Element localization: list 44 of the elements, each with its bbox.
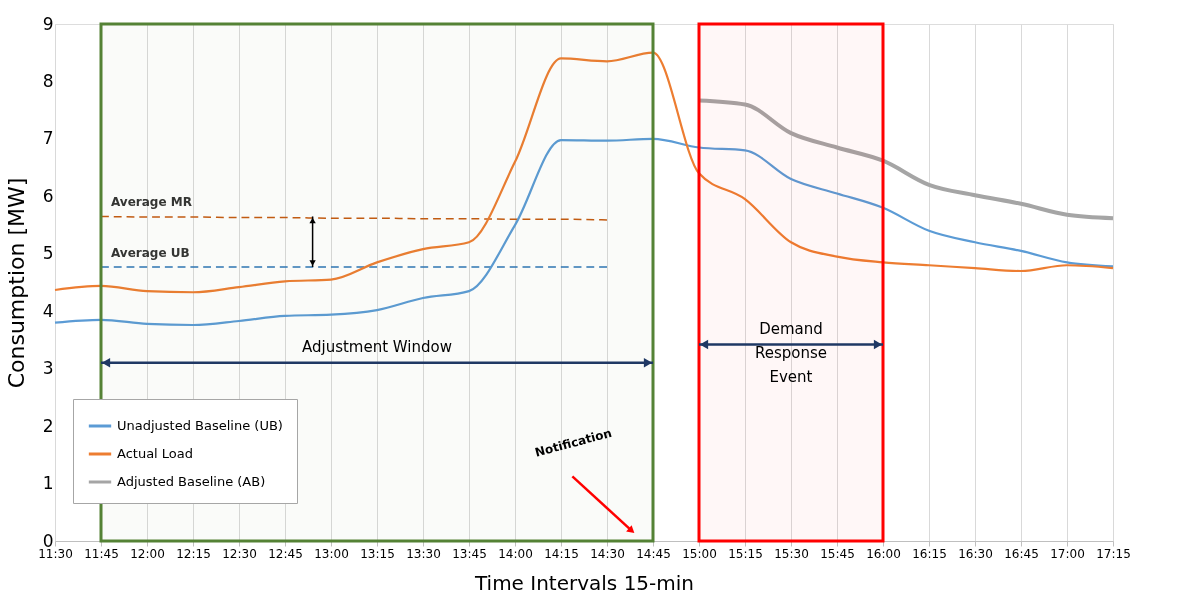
x-tick-label: 16:15 xyxy=(912,546,947,561)
x-tick-label: 16:30 xyxy=(958,546,993,561)
x-tick-label: 12:00 xyxy=(130,546,165,561)
series-label: Average MR xyxy=(111,195,192,210)
x-tick-label: 13:45 xyxy=(452,546,487,561)
x-tick-label: 12:45 xyxy=(268,546,303,561)
legend-label: Unadjusted Baseline (UB) xyxy=(117,418,283,433)
y-tick-label: 7 xyxy=(42,128,54,149)
y-tick-label: 5 xyxy=(42,243,54,264)
x-tick-label: 15:15 xyxy=(728,546,763,561)
x-tick-label: 17:00 xyxy=(1050,546,1085,561)
legend-label: Actual Load xyxy=(117,446,194,461)
x-tick-label: 17:15 xyxy=(1096,546,1131,561)
x-tick-label: 12:30 xyxy=(222,546,257,561)
y-tick-label: 2 xyxy=(42,415,54,436)
y-tick-label: 9 xyxy=(42,13,54,34)
band-label: Adjustment Window xyxy=(301,337,453,356)
x-tick-label: 11:30 xyxy=(38,546,73,561)
x-tick-label: 15:45 xyxy=(820,546,855,561)
y-tick-label: 1 xyxy=(42,473,54,494)
y-tick-label: 6 xyxy=(42,185,54,206)
series-label: Average UB xyxy=(111,245,190,260)
y-axis-title: Consumption [MW] xyxy=(3,177,29,389)
x-tick-label: 15:30 xyxy=(774,546,809,561)
y-tick-label: 4 xyxy=(42,300,54,321)
x-tick-label: 15:00 xyxy=(682,546,717,561)
line-series xyxy=(697,98,1115,221)
x-tick-label: 13:00 xyxy=(314,546,349,561)
x-tick-label: 11:45 xyxy=(84,546,119,561)
line-series xyxy=(53,51,1115,294)
x-tick-label: 13:15 xyxy=(360,546,395,561)
x-tick-label: 16:45 xyxy=(1004,546,1039,561)
x-tick-label: 14:15 xyxy=(544,546,579,561)
x-tick-label: 12:15 xyxy=(176,546,211,561)
x-tick-label: 14:45 xyxy=(636,546,671,561)
band-label: Demand Response Event xyxy=(754,319,828,386)
x-tick-label: 14:00 xyxy=(498,546,533,561)
x-axis-title: Time Intervals 15-min xyxy=(473,570,695,595)
x-tick-label: 14:30 xyxy=(590,546,625,561)
x-tick-label: 16:00 xyxy=(866,546,901,561)
y-tick-label: 3 xyxy=(42,358,54,379)
legend-label: Adjusted Baseline (AB) xyxy=(117,474,266,489)
x-tick-label: 13:30 xyxy=(406,546,441,561)
y-tick-label: 8 xyxy=(42,70,54,91)
